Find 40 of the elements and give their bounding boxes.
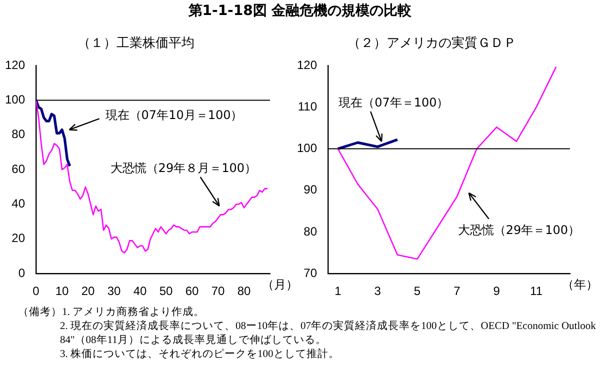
x-axis-title: （月） <box>262 278 298 292</box>
x-tick-label: 50 <box>159 284 174 298</box>
y-tick-label: 120 <box>4 58 26 72</box>
x-tick-label: 10 <box>55 284 70 298</box>
y-tick-label: 110 <box>298 100 318 114</box>
text: （備考）1. アメリカ商務省より作成。 <box>17 306 206 320</box>
x-axis-title: （年） <box>562 278 598 292</box>
y-tick-label: 40 <box>12 196 26 211</box>
x-tick-label: 11 <box>530 284 543 298</box>
annotation: 現在（07年10月＝100） <box>105 108 243 122</box>
x-tick-label: 1 <box>334 284 342 298</box>
y-tick-label: 80 <box>304 224 318 238</box>
y-tick-label: 100 <box>296 141 318 156</box>
y-tick-label: 60 <box>12 162 26 176</box>
y-tick-label: 80 <box>12 127 26 142</box>
x-tick-label: 5 <box>414 284 421 298</box>
annotation: 大恐慌（29年８月＝100） <box>110 161 256 176</box>
x-tick-label: 40 <box>133 284 148 298</box>
text: 3. 株価については、それぞれのピークを100として推計。 <box>59 348 340 362</box>
x-tick-label: 3 <box>374 284 382 298</box>
x-tick-label: 30 <box>107 284 122 298</box>
x-tick-label: 60 <box>185 284 199 298</box>
annotation: 現在（07年＝100） <box>338 96 449 110</box>
text: 第1-1-18図 金融危機の規模の比較 <box>187 2 413 20</box>
x-tick-label: 70 <box>211 284 225 298</box>
chart-title: （２）アメリカの実質ＧＤＰ <box>348 35 516 52</box>
x-tick-label: 0 <box>32 284 40 298</box>
chart-title: （１）工業株価平均 <box>78 36 194 52</box>
x-tick-label: 9 <box>493 284 500 298</box>
x-tick-label: 80 <box>237 284 251 298</box>
y-tick-label: 100 <box>4 92 26 107</box>
x-tick-label: 7 <box>454 284 461 298</box>
text: 2. 現在の実質経済成長率について、08ー10年は、07年の実質経済成長率を100として、OECD "Economic Outlook 84"（08年11月）による成長率見通しで伸ばしている。 <box>59 320 597 348</box>
y-tick-label: 90 <box>304 182 318 197</box>
annotation: 大恐慌（29年＝100） <box>458 223 580 238</box>
y-tick-label: 70 <box>304 266 318 280</box>
y-tick-label: 0 <box>18 266 26 280</box>
y-tick-label: 120 <box>296 58 318 72</box>
x-tick-label: 20 <box>81 284 96 298</box>
y-tick-label: 20 <box>12 231 26 246</box>
